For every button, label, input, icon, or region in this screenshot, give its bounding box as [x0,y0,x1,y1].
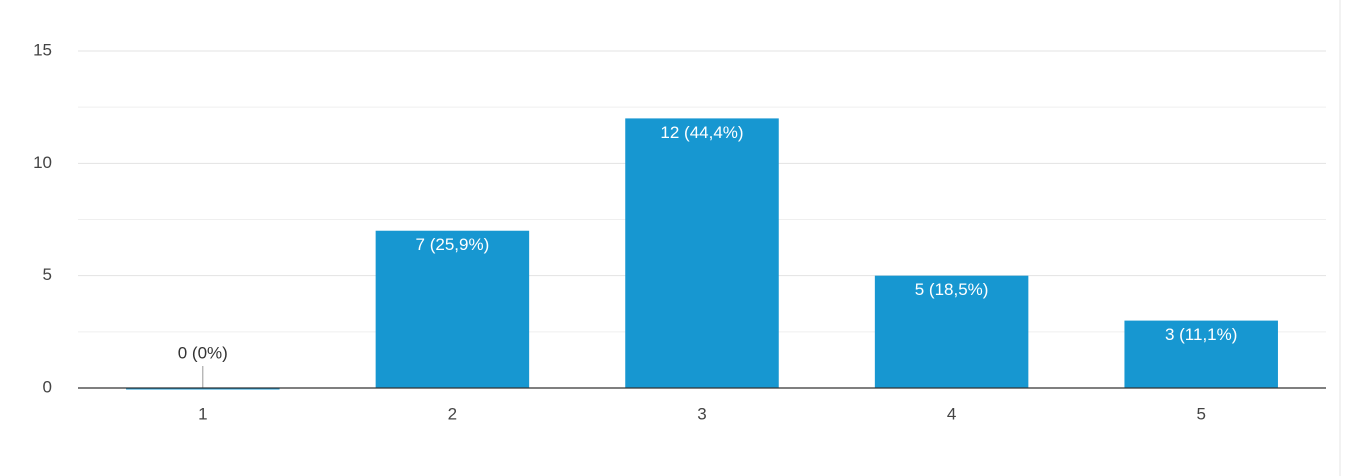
value-label: 3 (11,1%) [1165,325,1237,344]
value-label: 7 (25,9%) [416,235,490,254]
bar [874,275,1029,388]
x-tick-label: 5 [1196,404,1205,423]
value-label: 5 (18,5%) [915,280,989,299]
y-tick-label: 0 [43,377,52,396]
value-label: 0 (0%) [178,343,228,362]
y-tick-label: 5 [43,265,52,284]
x-tick-label: 1 [198,404,207,423]
x-tick-label: 4 [947,404,956,423]
value-label: 12 (44,4%) [660,123,743,142]
x-tick-label: 2 [448,404,457,423]
x-tick-label: 3 [697,404,706,423]
bar [625,118,779,389]
bar [1124,320,1278,388]
y-tick-label: 15 [33,40,52,59]
bar [375,230,530,388]
y-tick-label: 10 [33,153,52,172]
bar [126,388,280,390]
